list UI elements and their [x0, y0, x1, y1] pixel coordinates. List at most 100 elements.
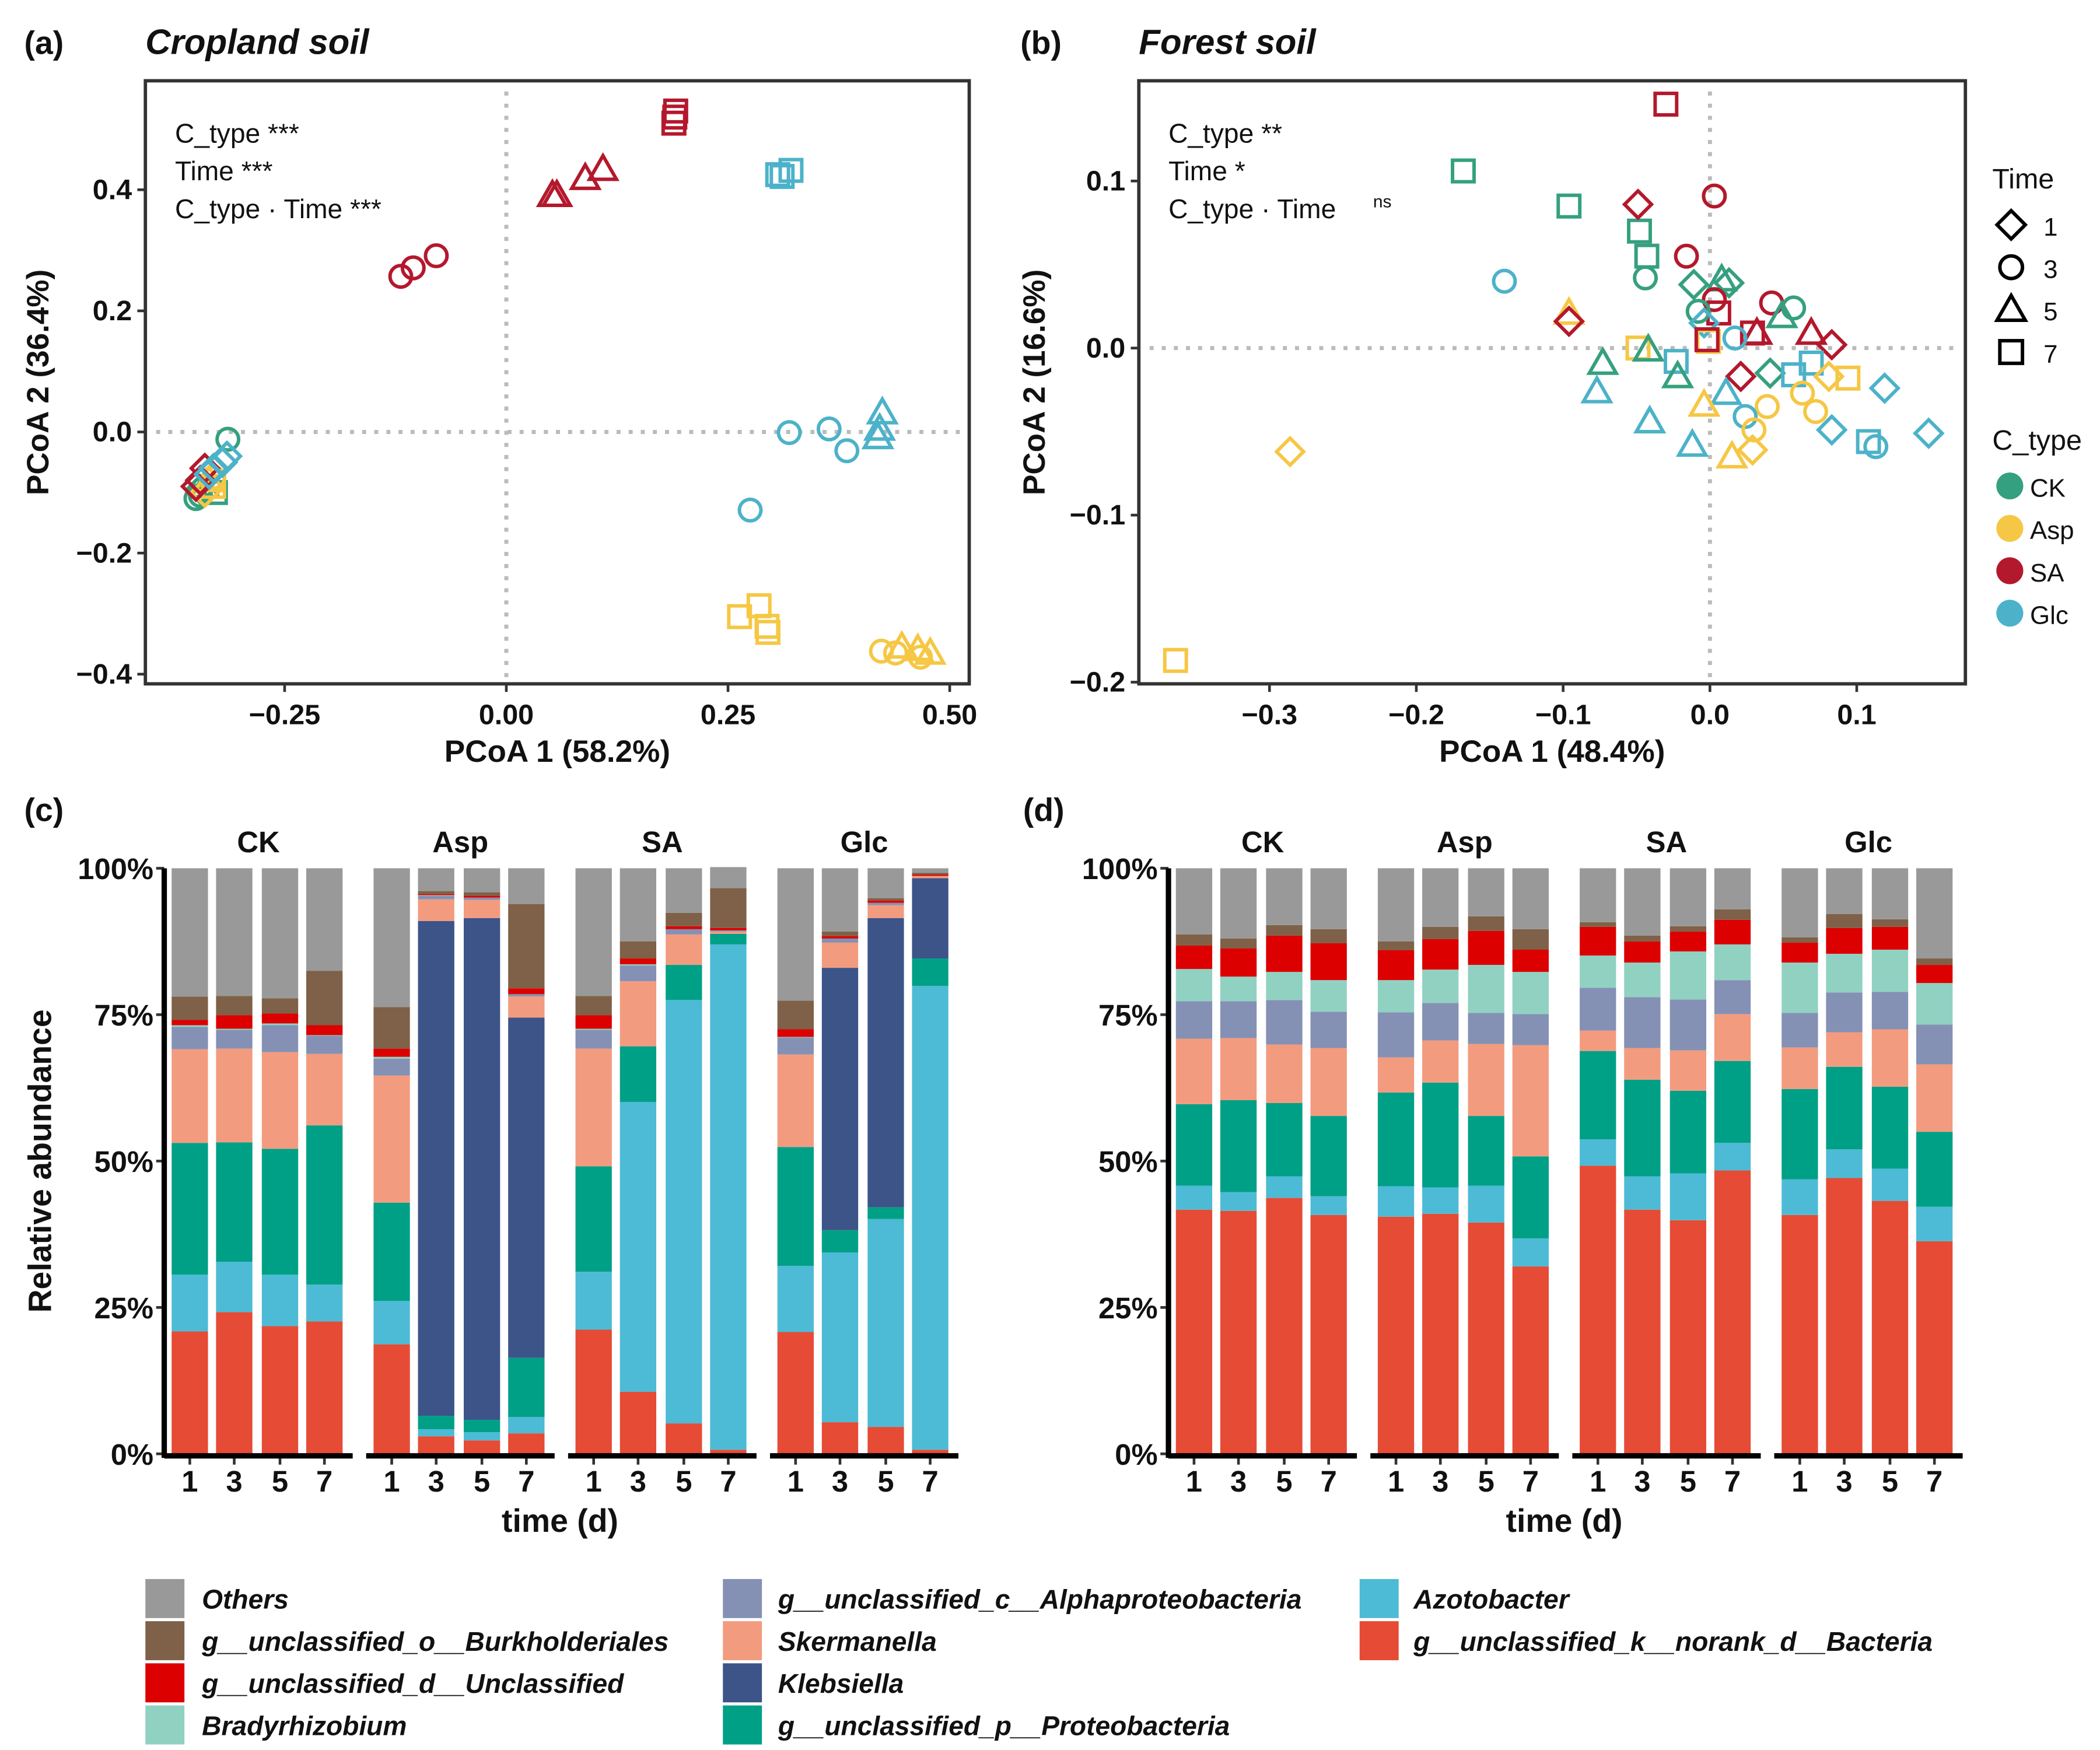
bar-segment-Asp-day7 — [508, 904, 545, 989]
x-tick-label: 5 — [1680, 1465, 1696, 1498]
bar-segment-SA-day3 — [620, 981, 656, 1046]
bar-segment-Asp-day5 — [464, 897, 501, 900]
y-tick-label: −0.2 — [76, 537, 132, 569]
bar-segment-CK-day5 — [261, 1326, 299, 1454]
x-tick-label: 7 — [1724, 1465, 1741, 1498]
bar-segment-Glc-day3 — [821, 868, 859, 932]
legend-shape-diamond-icon — [1994, 208, 2028, 242]
bar-segment-Glc-day3 — [1826, 1066, 1863, 1150]
legend-taxon-label: Azotobacter — [1413, 1584, 1571, 1615]
bar-segment-Asp-day5 — [1468, 916, 1504, 931]
bar-segment-Asp-day5 — [464, 1432, 501, 1441]
bar-segment-SA-day1 — [1580, 922, 1616, 927]
point-Asp-day3 — [1755, 394, 1780, 419]
bar-segment-CK-day1 — [1175, 1001, 1213, 1039]
legend-taxon-label: g__unclassified_k__norank_d__Bacteria — [1413, 1626, 1933, 1657]
y-tick-label: 0.2 — [93, 295, 132, 327]
point-Glc-day1 — [1912, 417, 1945, 450]
bar-segment-CK-day3 — [216, 1262, 253, 1312]
bar-segment-CK-day3 — [216, 868, 253, 996]
bar-segment-CK-day1 — [1175, 934, 1213, 946]
bar-segment-SA-day5 — [1670, 868, 1706, 926]
bar-segment-SA-day3 — [1624, 997, 1661, 1048]
point-Asp-day5 — [1715, 439, 1749, 469]
legend-c-type-label: Asp — [2030, 516, 2074, 545]
point-SA-day3 — [388, 264, 414, 289]
bar-segment-Asp-day7 — [1512, 1014, 1549, 1045]
y-tick-label: −0.1 — [1070, 499, 1126, 531]
bar-segment-CK-day1 — [172, 1027, 208, 1049]
bar-segment-Glc-day7 — [1916, 1024, 1953, 1065]
bar-segment-SA-day1 — [575, 996, 612, 1016]
point-Glc-day1 — [1688, 307, 1720, 340]
bar-segment-Asp-day3 — [1422, 926, 1459, 939]
bar-segment-CK-day1 — [172, 1275, 208, 1332]
bar-segment-Asp-day1 — [1377, 1092, 1415, 1186]
bar-segment-SA-day1 — [575, 868, 612, 996]
bar-segment-Asp-day3 — [1422, 1003, 1459, 1041]
bar-segment-CK-day3 — [216, 1028, 253, 1030]
bar-segment-Asp-day5 — [464, 1440, 501, 1454]
point-Glc-day3 — [834, 438, 860, 464]
bar-segment-CK-day5 — [261, 1275, 299, 1326]
bar-segment-CK-day7 — [1310, 868, 1347, 929]
bar-segment-Asp-day7 — [508, 994, 545, 997]
bar-segment-Glc-day7 — [1916, 1064, 1953, 1132]
bar-segment-Asp-day7 — [1512, 1266, 1549, 1454]
bar-segment-Glc-day3 — [1826, 1149, 1863, 1178]
x-tick-label: 0.1 — [1837, 699, 1876, 731]
x-tick-label: 5 — [676, 1465, 692, 1498]
legend-time-label: 7 — [2043, 340, 2057, 369]
significance-annotation: Time * — [1168, 156, 1245, 186]
point-SA-day3 — [400, 255, 426, 281]
x-tick-label: 3 — [630, 1465, 646, 1498]
bar-segment-SA-day1 — [1580, 1051, 1616, 1140]
bar-segment-SA-day5 — [1670, 951, 1706, 1000]
bar-segment-CK-day5 — [1266, 868, 1303, 925]
bar-segment-Glc-day1 — [1782, 937, 1818, 943]
bar-segment-Asp-day7 — [508, 1017, 545, 1358]
point-CK-day3 — [1633, 265, 1658, 290]
bar-segment-SA-day3 — [1624, 963, 1661, 998]
point-Glc-day5 — [863, 412, 897, 441]
bar-segment-SA-day3 — [620, 964, 656, 966]
point-SA-day3 — [424, 243, 449, 268]
legend-shape-circle-icon — [1998, 254, 2025, 281]
bar-segment-Glc-day7 — [1916, 983, 1953, 1025]
bar-segment-SA-day7 — [710, 867, 747, 888]
bar-segment-Glc-day5 — [867, 1427, 904, 1454]
significance-superscript: ns — [1373, 192, 1392, 211]
bar-segment-SA-day1 — [1580, 1030, 1616, 1051]
bar-segment-SA-day5 — [666, 1423, 702, 1454]
scatter-legend: Time 1 3 5 7 C_type CK Asp SA Glc — [1992, 163, 2082, 630]
bar-segment-SA-day7 — [1714, 919, 1751, 944]
bar-segment-SA-day5 — [1670, 926, 1706, 932]
bar-segment-CK-day5 — [1266, 935, 1303, 972]
bar-segment-Glc-day7 — [912, 868, 949, 873]
legend-c-type-label: Glc — [2030, 601, 2068, 630]
legend-shape-square-icon — [1998, 339, 2025, 365]
bar-segment-SA-day3 — [620, 868, 656, 942]
facet-label: SA — [1646, 825, 1688, 859]
point-Glc-day3 — [776, 420, 802, 446]
y-tick-label: 0.0 — [1086, 332, 1125, 364]
point-SA-day1 — [1815, 328, 1848, 361]
x-tick-label: 3 — [428, 1465, 444, 1498]
bar-segment-SA-day7 — [1714, 1170, 1751, 1454]
y-tick-label: 50% — [1098, 1145, 1158, 1178]
facet-label: Glc — [1845, 825, 1892, 859]
bar-segment-CK-day7 — [306, 1125, 343, 1285]
point-Asp-day5 — [885, 629, 919, 659]
bar-segment-CK-day5 — [261, 1023, 299, 1026]
panel-title: Forest soil — [1139, 22, 1317, 61]
point-CK-day1 — [1678, 268, 1710, 301]
bar-segment-Asp-day7 — [1512, 972, 1549, 1014]
bar-segment-Glc-day1 — [777, 1037, 814, 1055]
bar-segment-SA-day1 — [1580, 868, 1616, 922]
bar-segment-Glc-day7 — [1916, 868, 1953, 959]
bar-segment-CK-day5 — [261, 868, 299, 999]
bar-segment-CK-day7 — [306, 1035, 343, 1036]
